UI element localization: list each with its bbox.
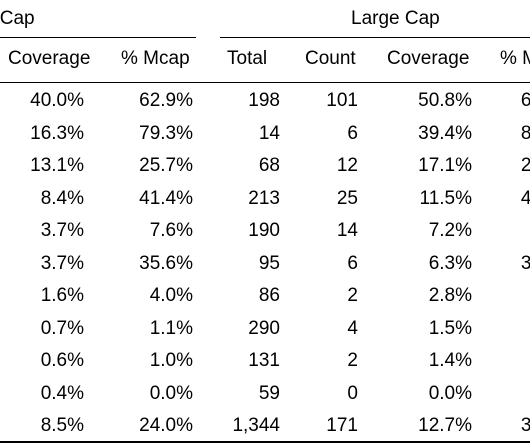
cell-large-total: 213 <box>248 188 280 209</box>
group-header-large-cap: Large Cap <box>351 8 440 29</box>
cell-large-count: 6 <box>347 123 358 144</box>
cell-large-coverage: 39.4% <box>418 123 472 144</box>
cell-large-mcap: 64 <box>520 90 530 111</box>
cell-large-coverage: 17.1% <box>418 155 472 176</box>
cell-small-mcap: 0.0% <box>149 383 193 404</box>
cell-small-mcap: 79.3% <box>139 123 193 144</box>
cell-small-mcap: 1.1% <box>149 318 193 339</box>
cell-small-coverage: 1.6% <box>40 285 84 306</box>
cell-small-coverage: 0.7% <box>40 318 84 339</box>
cell-large-mcap: 32 <box>520 415 530 436</box>
cell-large-total: 290 <box>248 318 280 339</box>
cell-large-count: 101 <box>326 90 358 111</box>
cell-small-coverage: 0.4% <box>40 383 84 404</box>
col-header-large-coverage: Coverage <box>387 48 470 69</box>
col-header-small-mcap: % Mcap <box>121 48 190 69</box>
cell-small-mcap: 7.6% <box>149 220 193 241</box>
cell-large-mcap: 37 <box>520 253 530 274</box>
cell-large-count: 2 <box>347 350 358 371</box>
group-underline-large-cap <box>220 37 530 38</box>
cell-large-count: 12 <box>336 155 358 176</box>
cell-large-mcap: 42 <box>520 188 530 209</box>
cell-large-total: 95 <box>258 253 280 274</box>
cell-small-coverage: 8.5% <box>40 415 84 436</box>
cell-large-coverage: 0.0% <box>428 383 472 404</box>
cell-large-coverage: 1.5% <box>428 318 472 339</box>
cell-small-coverage: 0.6% <box>40 350 84 371</box>
cell-large-count: 2 <box>347 285 358 306</box>
cell-large-coverage: 11.5% <box>419 188 472 209</box>
table-bottom-rule <box>0 441 530 443</box>
col-header-small-coverage: Coverage <box>8 48 91 69</box>
cell-large-total: 68 <box>258 155 280 176</box>
cell-small-coverage: 13.1% <box>30 155 84 176</box>
cell-large-coverage: 6.3% <box>428 253 472 274</box>
cell-small-coverage: 3.7% <box>40 253 84 274</box>
cell-large-mcap: 1 <box>492 313 530 345</box>
cell-large-mcap: 1 <box>492 345 530 377</box>
cell-large-mcap: 26 <box>520 155 530 176</box>
cell-large-coverage: 7.2% <box>428 220 472 241</box>
cell-large-count: 4 <box>347 318 358 339</box>
cell-large-mcap: 4 <box>492 280 530 312</box>
cell-small-mcap: 25.7% <box>139 155 193 176</box>
cell-large-total: 131 <box>248 350 280 371</box>
col-header-large-total: Total <box>227 48 268 69</box>
col-header-large-mcap: % M <box>500 48 530 69</box>
cell-small-mcap: 4.0% <box>149 285 193 306</box>
cell-small-mcap: 24.0% <box>139 415 193 436</box>
cell-small-mcap: 35.6% <box>139 253 193 274</box>
cell-large-count: 14 <box>336 220 358 241</box>
cell-large-count: 171 <box>326 415 358 436</box>
cell-small-mcap: 41.4% <box>139 188 193 209</box>
cell-large-coverage: 12.7% <box>418 415 472 436</box>
cell-large-total: 86 <box>258 285 280 306</box>
group-underline-small-cap <box>0 37 196 38</box>
cell-small-coverage: 8.4% <box>40 188 84 209</box>
cell-large-total: 1,344 <box>232 415 280 436</box>
cell-large-mcap: 8 <box>492 215 530 247</box>
cell-small-coverage: 40.0% <box>30 90 84 111</box>
header-rule <box>0 82 530 83</box>
cell-small-mcap: 62.9% <box>139 90 193 111</box>
cell-large-coverage: 1.4% <box>428 350 472 371</box>
cell-large-coverage: 50.8% <box>418 90 472 111</box>
group-header-small-cap: ll Cap <box>0 8 35 29</box>
cell-large-count: 0 <box>347 383 358 404</box>
cell-large-count: 6 <box>347 253 358 274</box>
cell-large-total: 14 <box>258 123 280 144</box>
cell-large-mcap: 81 <box>520 123 530 144</box>
col-header-large-count: Count <box>305 48 356 69</box>
cell-large-total: 59 <box>258 383 280 404</box>
cell-small-coverage: 3.7% <box>40 220 84 241</box>
cell-small-mcap: 1.0% <box>149 350 193 371</box>
cell-large-count: 25 <box>336 188 358 209</box>
cell-small-coverage: 16.3% <box>30 123 84 144</box>
cell-large-total: 198 <box>248 90 280 111</box>
cell-large-coverage: 2.8% <box>428 285 472 306</box>
cell-large-total: 190 <box>248 220 280 241</box>
cell-large-mcap: 0 <box>492 378 530 410</box>
